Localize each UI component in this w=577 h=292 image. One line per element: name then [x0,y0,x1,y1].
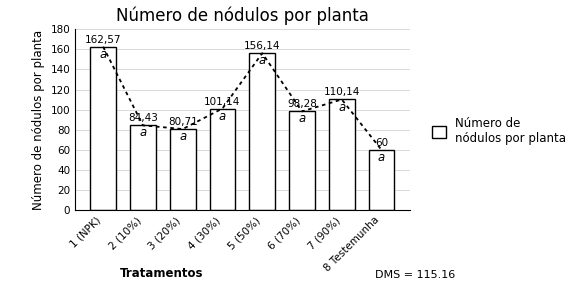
Bar [369,150,395,210]
Bar [249,53,275,210]
Text: 60: 60 [375,138,388,148]
Bar [209,109,235,210]
Text: a: a [179,130,186,143]
Text: a: a [219,110,226,123]
Bar [170,129,196,210]
Bar [329,100,355,210]
Text: 84,43: 84,43 [128,113,158,123]
Legend: Número de
nódulos por planta: Número de nódulos por planta [427,113,571,150]
Text: 98,28: 98,28 [287,99,317,110]
Text: 80,71: 80,71 [168,117,197,127]
Text: 162,57: 162,57 [85,35,121,45]
Y-axis label: Número de nódulos por planta: Número de nódulos por planta [32,30,45,210]
Text: a: a [338,100,346,114]
Text: a: a [378,151,385,164]
Text: 101,14: 101,14 [204,96,241,107]
Title: Número de nódulos por planta: Número de nódulos por planta [116,6,369,25]
Text: a: a [99,48,107,61]
Text: a: a [298,112,306,126]
Text: 110,14: 110,14 [324,87,360,98]
Text: DMS = 115.16: DMS = 115.16 [375,270,456,280]
Bar [90,47,116,210]
Bar [130,125,156,210]
Text: a: a [139,126,147,139]
Bar [289,111,315,210]
Text: a: a [258,54,266,67]
Text: 156,14: 156,14 [244,41,280,51]
Text: Tratamentos: Tratamentos [120,267,203,280]
